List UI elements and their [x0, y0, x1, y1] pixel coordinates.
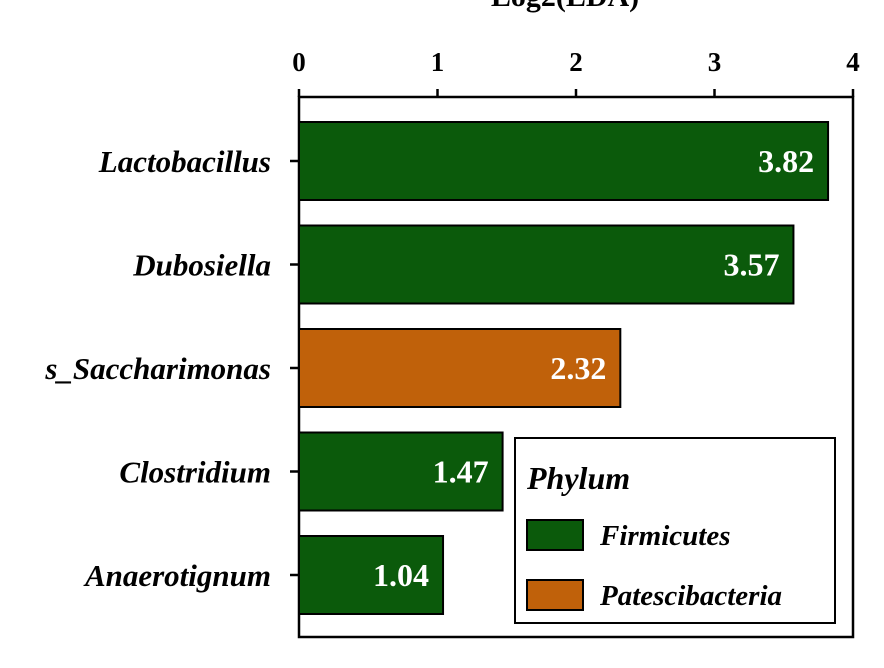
x-tick-label: 2 — [569, 47, 583, 77]
bar — [298, 328, 622, 408]
x-axis-title: Log2(LDA) — [491, 0, 639, 13]
bars: 3.82 3.57 2.32 1.47 1.04 — [298, 121, 830, 615]
bar — [298, 224, 795, 305]
category-label: Dubosiella — [132, 248, 271, 283]
category-labels: Lactobacillus Dubosiella s_Saccharimonas Cl… — [44, 144, 299, 593]
legend-title: Phylum — [526, 460, 630, 496]
category-label: Anaerotignum — [83, 558, 271, 593]
x-tick-label: 3 — [708, 47, 722, 77]
bar-value-label: 3.82 — [758, 143, 814, 179]
category-label: s_Saccharimonas — [44, 351, 271, 386]
legend-swatch — [526, 579, 584, 611]
bar-value-label: 2.32 — [550, 350, 606, 386]
x-tick-label: 4 — [846, 47, 860, 77]
x-tick-label: 0 — [292, 47, 306, 77]
x-tick-label: 1 — [431, 47, 445, 77]
bar — [298, 121, 830, 201]
legend: Phylum Firmicutes Patescibacteria — [514, 437, 836, 624]
x-axis-ticks: 0 1 2 3 4 — [292, 47, 860, 97]
bar-value-label: 3.57 — [723, 247, 779, 283]
bar — [298, 431, 504, 512]
bar-value-label: 1.04 — [373, 557, 429, 593]
legend-swatch — [526, 519, 584, 551]
bar-value-label: 1.47 — [433, 454, 489, 490]
category-label: Lactobacillus — [98, 144, 271, 179]
legend-label: Patescibacteria — [599, 580, 782, 612]
legend-label: Firmicutes — [599, 520, 731, 552]
category-label: Clostridium — [119, 455, 271, 490]
